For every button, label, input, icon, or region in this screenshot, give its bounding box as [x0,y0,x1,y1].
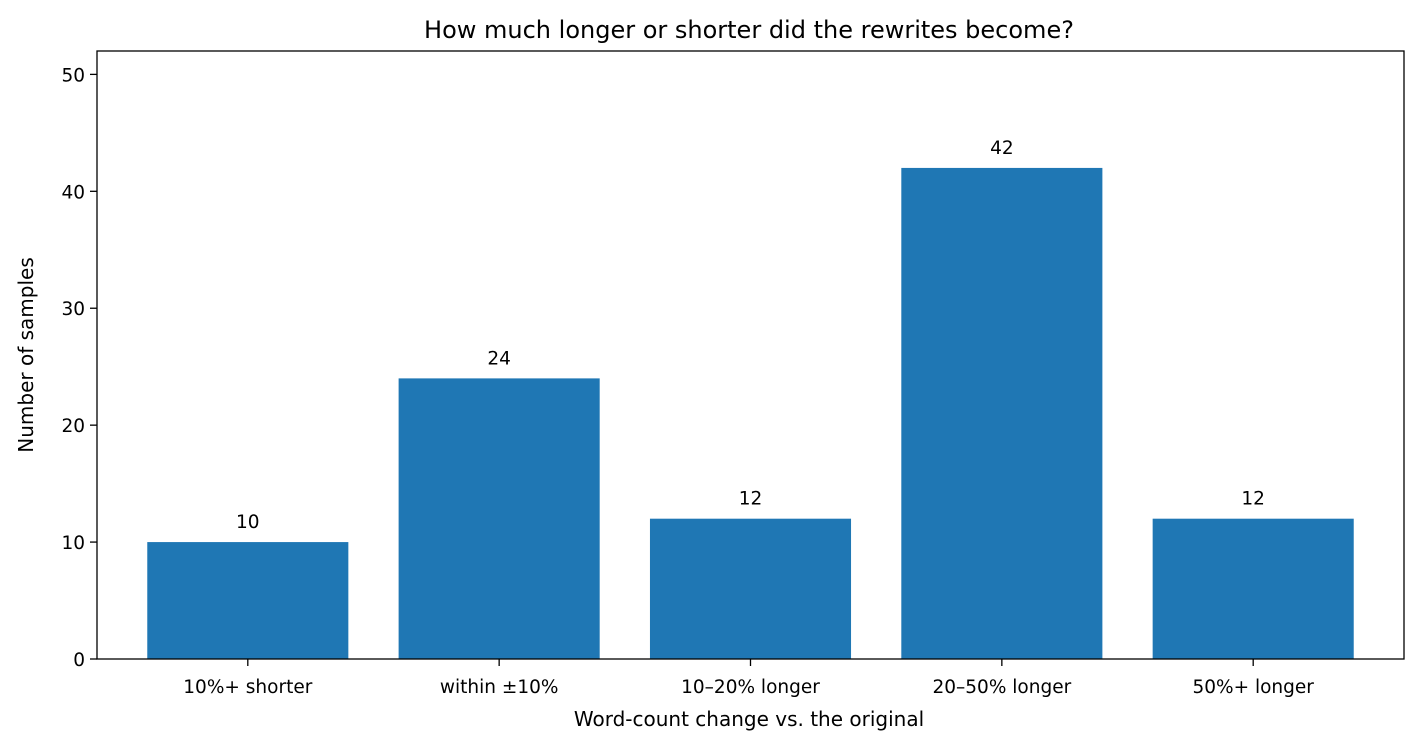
y-axis: 0 10 20 30 40 50 [61,65,97,671]
y-tick-label: 30 [61,299,85,320]
bar [901,167,1103,659]
y-tick-label: 20 [61,416,85,437]
data-label: 10 [236,512,260,533]
x-tick-label: 10%+ shorter [183,677,312,698]
y-axis-label: Number of samples [14,257,38,452]
y-tick-label: 50 [61,65,85,86]
plot-frame [96,50,1405,660]
bar [398,378,600,659]
y-tick-label: 40 [61,182,85,203]
x-tick-label: 50%+ longer [1192,677,1314,698]
x-tick-label: 10–20% longer [681,677,820,698]
x-axis: 10%+ shorter within ±10% 10–20% longer 20–5… [183,659,1314,698]
bars-group [147,167,1354,659]
x-tick-label: 20–50% longer [932,677,1071,698]
data-label: 42 [990,138,1014,159]
bar [147,542,349,659]
data-label: 12 [739,489,763,510]
chart-title: How much longer or shorter did the rewri… [424,16,1074,44]
y-tick-label: 10 [61,533,85,554]
data-label: 12 [1241,489,1265,510]
x-axis-label: Word-count change vs. the original [574,707,924,731]
y-tick-label: 0 [73,650,85,671]
data-label: 24 [487,348,511,369]
data-labels-group: 10 24 12 42 12 [236,138,1265,533]
bar [649,518,852,659]
bar [1152,518,1354,659]
x-tick-label: within ±10% [440,677,559,698]
